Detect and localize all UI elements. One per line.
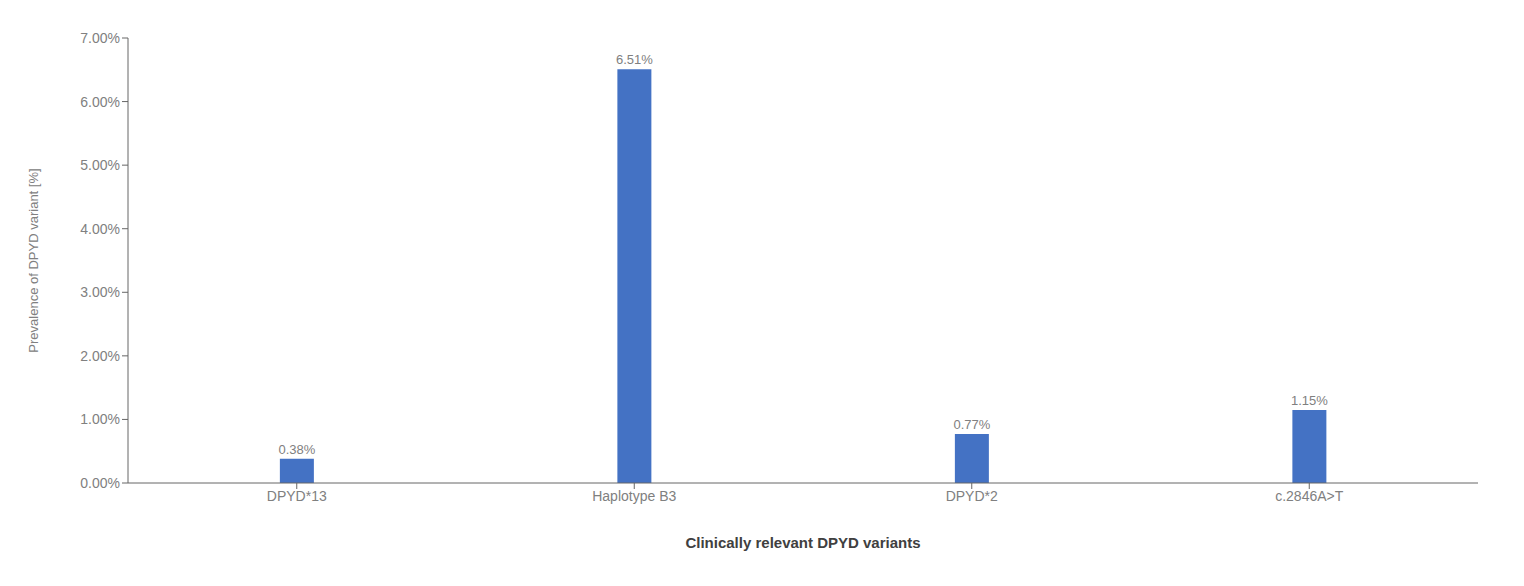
svg-text:1.00%: 1.00% [80, 411, 120, 427]
svg-text:1.15%: 1.15% [1291, 393, 1328, 408]
svg-text:6.00%: 6.00% [80, 94, 120, 110]
svg-text:2.00%: 2.00% [80, 348, 120, 364]
svg-text:6.51%: 6.51% [616, 52, 653, 67]
svg-text:4.00%: 4.00% [80, 221, 120, 237]
svg-text:Haplotype B3: Haplotype B3 [592, 488, 676, 504]
svg-text:0.00%: 0.00% [80, 475, 120, 491]
svg-text:7.00%: 7.00% [80, 30, 120, 46]
svg-text:0.77%: 0.77% [953, 417, 990, 432]
svg-text:5.00%: 5.00% [80, 157, 120, 173]
svg-text:3.00%: 3.00% [80, 284, 120, 300]
svg-text:c.2846A>T: c.2846A>T [1275, 488, 1344, 504]
svg-text:0.38%: 0.38% [278, 442, 315, 457]
svg-text:DPYD*13: DPYD*13 [267, 488, 327, 504]
svg-text:Clinically relevant DPYD varia: Clinically relevant DPYD variants [685, 534, 920, 551]
svg-text:DPYD*2: DPYD*2 [946, 488, 998, 504]
svg-text:Prevalence of DPYD variant [%]: Prevalence of DPYD variant [%] [26, 168, 41, 352]
